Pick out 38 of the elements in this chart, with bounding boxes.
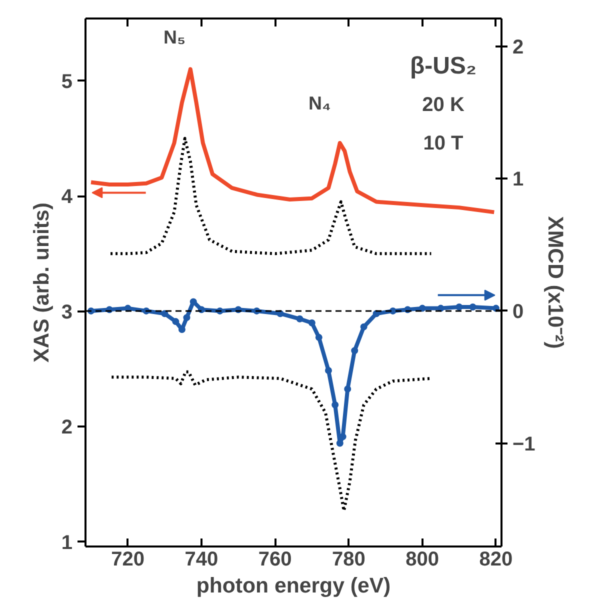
point [308,319,316,326]
point [344,386,352,393]
point [456,303,463,310]
y-tick-label: 4 [61,186,74,208]
point [469,303,476,310]
y-tick-label: 1 [61,532,72,554]
x-tick-label: 740 [184,548,218,570]
annotation: β-US₂ [410,52,477,80]
point [336,440,344,447]
y2-tick-label: 1 [512,168,524,191]
point [360,323,368,330]
y-axis-title: XAS (arb. units) [29,202,54,362]
point [332,401,339,408]
annotation: N₄ [308,92,331,114]
point [351,347,358,354]
x-tick-label: 820 [479,548,513,570]
point [324,367,332,374]
point [183,314,190,322]
point [296,315,304,322]
y-tick-label: 5 [61,70,72,93]
annotation: 20 K [422,94,465,116]
y2-axis-title: XMCD (x10⁻²) [543,216,568,349]
point [418,304,426,312]
y2-tick-label: 0 [512,300,524,323]
point [172,318,180,326]
annotation: 10 T [423,132,464,155]
x-axis-title: photon energy (eV) [196,574,391,598]
x-tick-label: 760 [258,548,292,570]
y2-tick-label: 2 [512,36,524,58]
x-tick-label: 780 [332,548,366,570]
y-tick-label: 3 [61,301,72,324]
x-tick-label: 800 [406,548,440,570]
y-tick-label: 2 [61,416,72,439]
point [161,310,168,318]
point [315,334,322,341]
x-tick-label: 720 [111,548,145,570]
y2-tick-label: −1 [512,433,536,456]
annotation: N₅ [164,26,186,48]
